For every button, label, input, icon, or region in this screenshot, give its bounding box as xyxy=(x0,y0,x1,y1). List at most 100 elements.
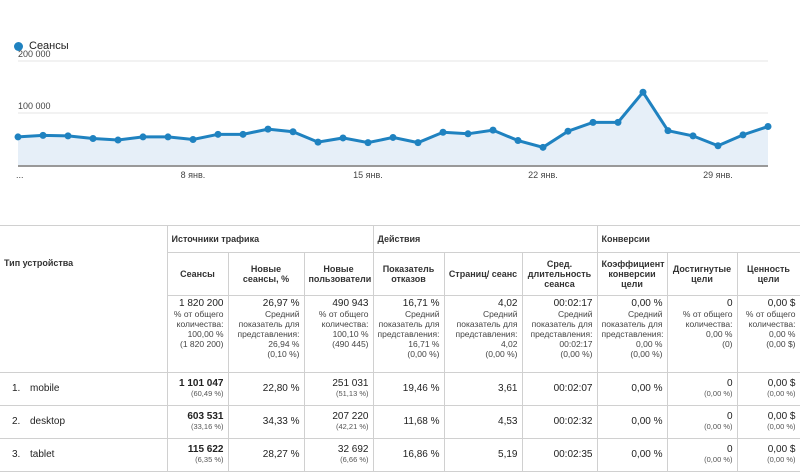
dimension-header[interactable]: Тип устройства xyxy=(0,225,168,373)
x-tick-label: 29 янв. xyxy=(703,170,733,180)
data-point[interactable] xyxy=(539,143,547,151)
data-point[interactable] xyxy=(689,132,697,140)
column-header[interactable]: Страниц/ сеанс xyxy=(443,252,523,296)
device-link[interactable]: desktop xyxy=(30,416,66,427)
total-value: 26,97 % xyxy=(262,298,300,309)
data-point[interactable] xyxy=(714,142,722,150)
data-point[interactable] xyxy=(214,130,222,138)
metric-value: 0,00 $ xyxy=(767,444,796,455)
data-point[interactable] xyxy=(189,136,197,144)
metric-share: (6,66 %) xyxy=(340,455,369,464)
metric-share: (51,13 %) xyxy=(335,389,369,398)
column-header[interactable]: Ценность цели xyxy=(736,252,800,296)
data-point[interactable] xyxy=(114,136,122,144)
x-tick-label: 8 янв. xyxy=(181,170,206,180)
data-point[interactable] xyxy=(89,134,97,142)
total-cell: 490 943% от общего количества: 100,10 % (4… xyxy=(303,295,374,373)
metric-value: 19,46 % xyxy=(402,383,440,394)
column-header[interactable]: Новые сеансы, % xyxy=(227,252,305,296)
data-point[interactable] xyxy=(139,133,147,141)
total-value: 0,00 % xyxy=(631,298,663,309)
total-cell: 0% от общего количества: 0,00 % (0) xyxy=(666,295,738,373)
data-point[interactable] xyxy=(389,133,397,141)
total-cell: 0,00 $% от общего количества: 0,00 % (0,00… xyxy=(736,295,800,373)
metric-cell: 0,00 % xyxy=(596,372,668,406)
total-note: (0,00 %) xyxy=(560,349,593,359)
column-group-header: Источники трафика xyxy=(166,225,374,253)
total-note: (0,00 %) xyxy=(485,349,518,359)
data-point[interactable] xyxy=(514,137,522,145)
total-note: % от общего количества: xyxy=(682,309,733,329)
metric-value: 00:02:07 xyxy=(553,383,593,394)
metric-value: 5,19 xyxy=(498,449,518,460)
x-tick-label: 22 янв. xyxy=(528,170,558,180)
total-value: 0,00 $ xyxy=(767,298,796,309)
device-cell: 1. mobile xyxy=(0,372,168,406)
data-point[interactable] xyxy=(739,131,747,139)
x-tick-label: 15 янв. xyxy=(353,170,383,180)
data-point[interactable] xyxy=(639,88,647,96)
data-point[interactable] xyxy=(239,130,247,138)
total-note: 0,00 % xyxy=(706,329,733,339)
total-cell: 1 820 200% от общего количества: 100,00 %… xyxy=(166,295,229,373)
metric-value: 0 xyxy=(726,378,733,389)
total-value: 0 xyxy=(726,298,733,309)
data-point[interactable] xyxy=(614,118,622,126)
data-point[interactable] xyxy=(414,139,422,147)
metric-cell: 0,00 $ (0,00 %) xyxy=(736,438,800,472)
total-value: 16,71 % xyxy=(402,298,440,309)
metric-value: 0 xyxy=(726,411,733,422)
data-point[interactable] xyxy=(339,134,347,142)
data-point[interactable] xyxy=(164,133,172,141)
column-header[interactable]: Показатель отказов xyxy=(372,252,445,296)
column-header[interactable]: Сред. длительность сеанса xyxy=(521,252,598,296)
column-header[interactable]: Новые пользователи xyxy=(303,252,374,296)
metric-cell: 28,27 % xyxy=(227,438,305,472)
y-tick-label: 200 000 xyxy=(18,49,51,59)
metric-value: 22,80 % xyxy=(262,383,300,394)
device-cell: 3. tablet xyxy=(0,438,168,472)
total-note: (490 445) xyxy=(332,339,369,349)
device-link[interactable]: mobile xyxy=(30,383,60,394)
data-point[interactable] xyxy=(464,130,472,138)
metric-value: 207 220 xyxy=(332,411,369,422)
data-point[interactable] xyxy=(289,128,297,136)
data-point[interactable] xyxy=(764,123,772,131)
metric-share: (0,00 %) xyxy=(767,389,796,398)
data-point[interactable] xyxy=(264,125,272,133)
column-header[interactable]: Достигнутые цели xyxy=(666,252,738,296)
metric-cell: 00:02:35 xyxy=(521,438,598,472)
data-point[interactable] xyxy=(39,131,47,139)
data-point[interactable] xyxy=(64,132,72,140)
data-point[interactable] xyxy=(489,126,497,134)
metric-cell: 0 (0,00 %) xyxy=(666,438,738,472)
metric-share: (42,21 %) xyxy=(335,422,369,431)
total-note: (0,00 %) xyxy=(630,349,663,359)
data-point[interactable] xyxy=(664,127,672,135)
y-tick-label: 100 000 xyxy=(18,101,51,111)
metric-cell: 00:02:07 xyxy=(521,372,598,406)
data-point[interactable] xyxy=(439,128,447,136)
data-point[interactable] xyxy=(564,127,572,135)
data-point[interactable] xyxy=(589,118,597,126)
metric-value: 4,53 xyxy=(498,416,518,427)
total-cell: 4,02 Средний показатель для представления… xyxy=(443,295,523,373)
metric-cell: 3,61 xyxy=(443,372,523,406)
metric-cell: 5,19 xyxy=(443,438,523,472)
data-point[interactable] xyxy=(364,139,372,147)
total-note: (1 820 200) xyxy=(180,339,224,349)
metric-share: (0,00 %) xyxy=(704,455,733,464)
device-link[interactable]: tablet xyxy=(30,449,55,460)
metric-share: (60,49 %) xyxy=(190,389,224,398)
data-point[interactable] xyxy=(14,133,22,141)
metric-value: 0,00 $ xyxy=(767,378,796,389)
column-header[interactable]: Коэффициент конверсии цели xyxy=(596,252,668,296)
metric-value: 0,00 % xyxy=(631,449,663,460)
column-header[interactable]: Сеансы xyxy=(166,252,229,296)
metric-cell: 603 531 (33,16 %) xyxy=(166,405,229,439)
metric-value: 0,00 $ xyxy=(767,411,796,422)
data-point[interactable] xyxy=(314,138,322,146)
metric-cell: 19,46 % xyxy=(372,372,445,406)
total-note: 0,00 % xyxy=(769,329,796,339)
metric-cell: 11,68 % xyxy=(372,405,445,439)
